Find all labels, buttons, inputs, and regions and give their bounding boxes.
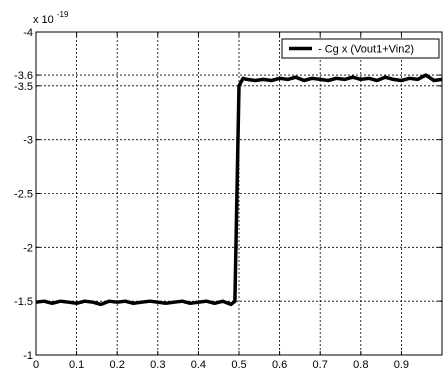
y-tick-label: -4 [23, 27, 33, 39]
x-tick-label: 0.2 [110, 359, 125, 371]
grid [36, 32, 442, 355]
exponent-power: -19 [57, 10, 69, 19]
x-tick-label: 0 [33, 359, 39, 371]
x-tick-label: 0.7 [313, 359, 328, 371]
x-tick-labels: 0 0.1 0.2 0.3 0.4 0.5 0.6 0.7 0.8 0.9 [33, 359, 409, 371]
x-tick-label: 0.4 [191, 359, 206, 371]
x-tick-label: 0.5 [231, 359, 246, 371]
y-tick-label: -2.5 [14, 189, 33, 201]
exponent-prefix: x 10 [33, 14, 54, 26]
svg-text:x 10 -19: x 10 -19 [33, 10, 69, 26]
series-layer [35, 73, 443, 307]
y-tick-label: -1 [23, 350, 33, 362]
legend-label: - Cg x (Vout1+Vin2) [318, 44, 414, 56]
x-tick-label: 0.8 [353, 359, 368, 371]
series-line-0 [35, 73, 443, 307]
y-tick-label: -3 [23, 135, 33, 147]
exponent-label: x 10 -19 [33, 10, 69, 26]
y-tick-labels: -4 -3.6-3.5 -3 -2.5 -2 -1.5 -1 [14, 27, 33, 362]
x-tick-label: 0.9 [394, 359, 409, 371]
x-tick-label: 0.6 [272, 359, 287, 371]
y-tick-label: -1.5 [14, 296, 33, 308]
tick-marks [35, 31, 442, 356]
x-tick-label: 0.1 [69, 359, 84, 371]
x-tick-label: 0.3 [150, 359, 165, 371]
y-tick-label: -3.6 [14, 70, 33, 82]
legend: - Cg x (Vout1+Vin2) [281, 38, 440, 59]
y-tick-label: -2 [23, 242, 33, 254]
y-tick-label: -3.5 [14, 81, 33, 93]
legend-box [281, 38, 440, 59]
